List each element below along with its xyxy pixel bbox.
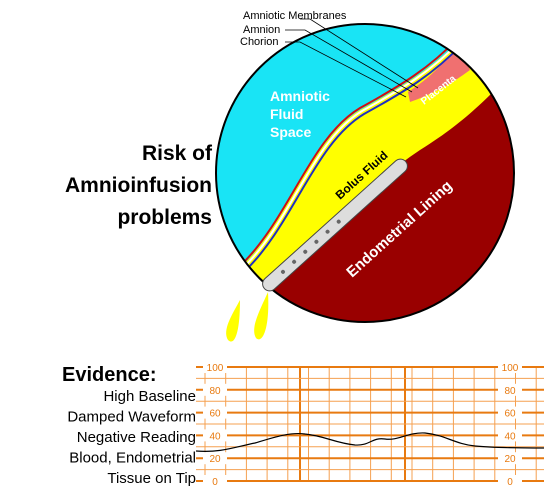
drop	[254, 292, 268, 339]
scale-label: 80	[209, 386, 221, 397]
page: Amniotic Membranes Amnion Chorion Amniot…	[0, 0, 544, 492]
evidence-item: Tissue on Tip	[107, 470, 196, 487]
scale-label: 40	[504, 431, 516, 442]
fluid-space-line: Amniotic	[270, 88, 330, 104]
evidence-item: Damped Waveform	[67, 409, 196, 426]
scale-label: 60	[209, 409, 221, 420]
title-line: Risk of	[142, 142, 213, 165]
scale-label: 20	[504, 454, 516, 465]
title-line: problems	[117, 206, 212, 229]
drop	[226, 300, 240, 342]
title: Risk of Amnioinfusion problems	[65, 142, 213, 229]
evidence-list: High Baseline Damped Waveform Negative Rea…	[67, 388, 196, 487]
amnion-label: Amnion	[243, 24, 280, 36]
evidence-item: Blood, Endometrial	[69, 450, 196, 467]
membranes-label: Amniotic Membranes	[243, 10, 347, 22]
title-line: Amnioinfusion	[65, 174, 212, 197]
scale-label: 20	[209, 454, 221, 465]
scale-label: 100	[502, 363, 519, 374]
fluid-space-line: Space	[270, 124, 311, 140]
scale-label: 40	[209, 431, 221, 442]
evidence-item: High Baseline	[103, 388, 196, 405]
monitor-strip: 100 80 60 40 20 0 100 80 60 40 20 0	[196, 361, 544, 488]
evidence-item: Negative Reading	[77, 429, 196, 446]
scale-label: 0	[507, 477, 513, 488]
scale-label: 80	[504, 386, 516, 397]
fluid-space-line: Fluid	[270, 106, 303, 122]
evidence-heading: Evidence:	[62, 364, 156, 386]
scale-label: 60	[504, 409, 516, 420]
scale-label: 100	[207, 363, 224, 374]
scale-label: 0	[212, 477, 218, 488]
chorion-label: Chorion	[240, 36, 279, 48]
